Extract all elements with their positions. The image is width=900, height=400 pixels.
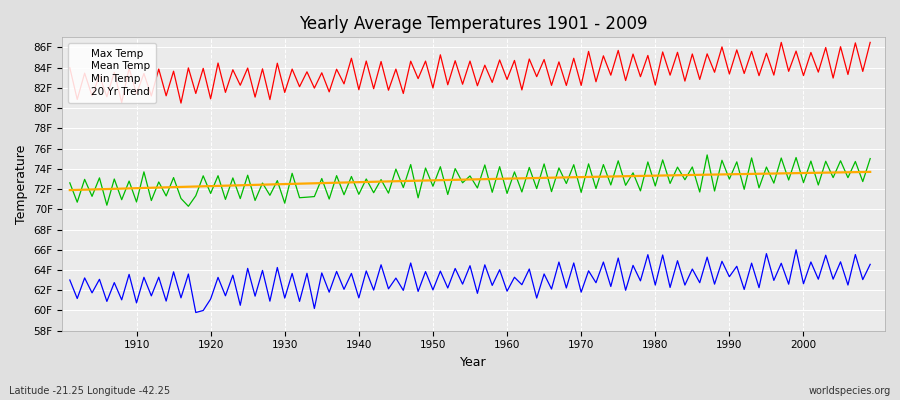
20 Yr Trend — [65, 188, 76, 192]
Mean Temp — [509, 170, 520, 174]
20 Yr Trend — [331, 180, 342, 185]
Min Temp — [791, 247, 802, 252]
Line: 20 Yr Trend: 20 Yr Trend — [70, 172, 870, 190]
Y-axis label: Temperature: Temperature — [15, 144, 28, 224]
Min Temp — [509, 275, 520, 280]
X-axis label: Year: Year — [461, 356, 487, 369]
20 Yr Trend — [123, 186, 134, 191]
Line: Min Temp: Min Temp — [70, 250, 870, 312]
20 Yr Trend — [494, 176, 505, 181]
Min Temp — [65, 278, 76, 282]
20 Yr Trend — [501, 176, 512, 181]
Min Temp — [598, 260, 608, 264]
20 Yr Trend — [590, 174, 601, 179]
Mean Temp — [183, 204, 194, 209]
20 Yr Trend — [287, 182, 298, 186]
Min Temp — [191, 310, 202, 315]
Max Temp — [294, 84, 305, 89]
Min Temp — [123, 272, 134, 277]
Max Temp — [598, 54, 608, 58]
Text: Latitude -21.25 Longitude -42.25: Latitude -21.25 Longitude -42.25 — [9, 386, 170, 396]
Mean Temp — [501, 191, 512, 196]
Min Temp — [338, 287, 349, 292]
Max Temp — [123, 66, 134, 71]
Min Temp — [865, 262, 876, 267]
Mean Temp — [598, 162, 608, 167]
Title: Yearly Average Temperatures 1901 - 2009: Yearly Average Temperatures 1901 - 2009 — [300, 15, 648, 33]
Max Temp — [338, 82, 349, 86]
Mean Temp — [865, 156, 876, 161]
Legend: Max Temp, Mean Temp, Min Temp, 20 Yr Trend: Max Temp, Mean Temp, Min Temp, 20 Yr Tre… — [68, 42, 156, 103]
Mean Temp — [702, 152, 713, 157]
Max Temp — [865, 40, 876, 45]
Mean Temp — [123, 179, 134, 184]
Line: Max Temp: Max Temp — [70, 42, 870, 103]
Mean Temp — [338, 192, 349, 197]
Min Temp — [501, 289, 512, 294]
Mean Temp — [294, 195, 305, 200]
Line: Mean Temp: Mean Temp — [70, 155, 870, 206]
20 Yr Trend — [865, 170, 876, 174]
Text: worldspecies.org: worldspecies.org — [809, 386, 891, 396]
Min Temp — [294, 299, 305, 304]
Max Temp — [65, 65, 76, 70]
Max Temp — [501, 77, 512, 82]
Max Temp — [776, 40, 787, 45]
Max Temp — [176, 101, 186, 106]
Mean Temp — [65, 180, 76, 185]
Max Temp — [509, 58, 520, 63]
